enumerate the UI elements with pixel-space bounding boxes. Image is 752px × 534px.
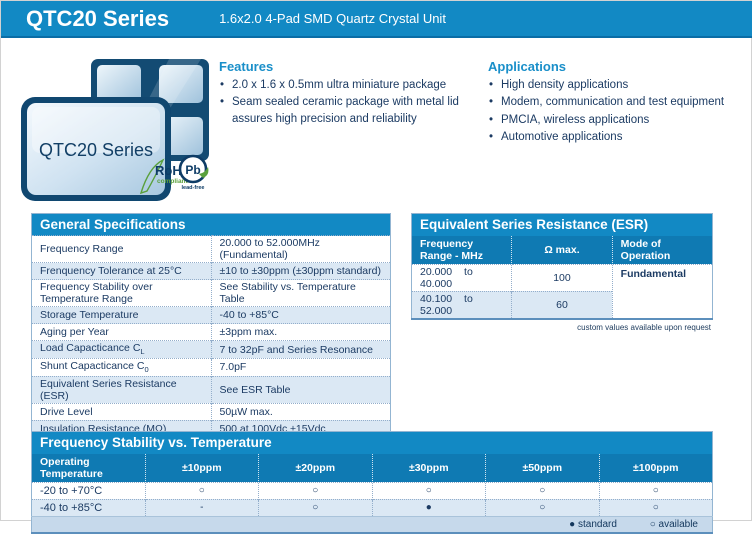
- esr-title: Equivalent Series Resistance (ESR): [411, 213, 713, 236]
- feature-item: 2.0 x 1.6 x 0.5mm ultra miniature packag…: [219, 77, 483, 94]
- esr-mode: Fundamental: [611, 263, 713, 319]
- page-title: QTC20 Series: [26, 5, 170, 31]
- esr-col-mode: Mode of Operation: [611, 235, 713, 264]
- esr-ohm: 100: [511, 263, 613, 291]
- rohs-sublabel: compliant: [157, 178, 189, 185]
- esr-range: 20.000 to 40.000: [411, 263, 512, 291]
- esr-col-frequency-range: Frequency Range - MHz: [411, 235, 512, 264]
- header-bar: QTC20 Series 1.6x2.0 4-Pad SMD Quartz Cr…: [1, 1, 752, 38]
- datasheet-page: QTC20 Series 1.6x2.0 4-Pad SMD Quartz Cr…: [0, 0, 752, 521]
- package-series-label: QTC20 Series: [39, 140, 153, 160]
- applications-list: High density applications Modem, communi…: [488, 77, 748, 146]
- table-row: Storage Temperature -40 to +85°C: [31, 306, 391, 324]
- spec-value: -40 to +85°C: [210, 306, 391, 324]
- spec-value: ±3ppm max.: [210, 323, 391, 341]
- spec-param: Load Capacticance CL: [31, 340, 211, 359]
- esr-column-header-row: Frequency Range - MHz Ω max. Mode of Ope…: [411, 235, 713, 264]
- stability-temp-range: -40 to +85°C: [31, 498, 145, 516]
- pb-sublabel: lead-free: [182, 185, 205, 191]
- features-list: 2.0 x 1.6 x 0.5mm ultra miniature packag…: [219, 77, 483, 127]
- stability-cell: ○: [485, 481, 599, 499]
- spec-param: Storage Temperature: [31, 306, 211, 324]
- frequency-stability-table: Frequency Stability vs. Temperature Oper…: [31, 431, 713, 534]
- stability-legend-row: ● standard ○ available: [31, 515, 713, 533]
- table-row: -20 to +70°C ○ ○ ○ ○ ○: [31, 481, 713, 499]
- table-row: 20.000 to 40.000 100 Fundamental: [411, 263, 713, 319]
- table-row: -40 to +85°C - ○ ● ○ ○: [31, 498, 713, 516]
- table-row: Frenquency Tolerance at 25°C ±10 to ±30p…: [31, 262, 391, 280]
- product-photo: QTC20 Series RoHS compliant Pb lead-free: [19, 57, 211, 203]
- general-specifications-table: General Specifications Frequency Range 2…: [31, 213, 391, 439]
- table-row: Frequency Range 20.000 to 52.000MHz (Fun…: [31, 234, 391, 263]
- stability-cell: ○: [258, 498, 372, 516]
- esr-range: 40.100 to 52.000: [411, 290, 512, 319]
- spec-value: 7 to 32pF and Series Resonance: [210, 340, 391, 359]
- application-item: Modem, communication and test equipment: [488, 94, 748, 111]
- stability-title: Frequency Stability vs. Temperature: [31, 431, 713, 454]
- spec-param: Frequency Stability over Temperature Ran…: [31, 279, 211, 307]
- crystal-package-illustration: QTC20 Series RoHS compliant Pb lead-free: [21, 59, 209, 201]
- spec-value: See ESR Table: [210, 375, 391, 404]
- stability-cell: ○: [258, 481, 372, 499]
- stability-cell: ○: [598, 481, 713, 499]
- spec-param: Shunt Capacticance C0: [31, 357, 211, 377]
- stability-col-30ppm: ±30ppm: [371, 453, 486, 482]
- stability-col-10ppm: ±10ppm: [144, 453, 259, 482]
- spec-param: Equivalent Series Resistance (ESR): [31, 375, 211, 404]
- pb-free-icon: Pb lead-free: [178, 154, 209, 191]
- page-subtitle: 1.6x2.0 4-Pad SMD Quartz Crystal Unit: [219, 11, 446, 26]
- stability-legend: ● standard ○ available: [31, 515, 713, 533]
- table-row: Aging per Year ±3ppm max.: [31, 323, 391, 341]
- esr-ohm: 60: [511, 290, 613, 319]
- stability-cell: ●: [371, 498, 486, 516]
- features-heading: Features: [219, 59, 274, 74]
- esr-section: Equivalent Series Resistance (ESR) Frequ…: [411, 213, 713, 332]
- spec-value: 20.000 to 52.000MHz (Fundamental): [210, 234, 391, 263]
- stability-col-20ppm: ±20ppm: [258, 453, 372, 482]
- stability-cell: ○: [598, 498, 713, 516]
- stability-col-100ppm: ±100ppm: [598, 453, 713, 482]
- stability-cell: ○: [144, 481, 259, 499]
- stability-cell: ○: [485, 498, 599, 516]
- esr-table: Equivalent Series Resistance (ESR) Frequ…: [411, 213, 713, 320]
- esr-col-ohm-max: Ω max.: [511, 235, 613, 264]
- stability-col-50ppm: ±50ppm: [485, 453, 599, 482]
- spec-param: Drive Level: [31, 402, 211, 421]
- pb-label: Pb: [185, 163, 200, 177]
- applications-heading: Applications: [488, 59, 567, 74]
- applications-section: Applications High density applications M…: [488, 59, 748, 146]
- spec-param: Frenquency Tolerance at 25°C: [31, 262, 211, 280]
- general-specifications-title: General Specifications: [31, 213, 391, 236]
- spec-value: See Stability vs. Temperature Table: [210, 279, 391, 307]
- table-row: Drive Level 50µW max.: [31, 402, 391, 421]
- spec-value: ±10 to ±30ppm (±30ppm standard): [210, 262, 391, 280]
- legend-available: ○ available: [649, 518, 698, 530]
- table-row: Equivalent Series Resistance (ESR) See E…: [31, 375, 391, 404]
- application-item: PMCIA, wireless applications: [488, 112, 748, 129]
- stability-cell: ○: [371, 481, 486, 499]
- spec-param: Frequency Range: [31, 234, 211, 263]
- features-section: Features 2.0 x 1.6 x 0.5mm ultra miniatu…: [219, 59, 483, 128]
- feature-item: Seam sealed ceramic package with metal l…: [219, 94, 483, 127]
- table-row: Shunt Capacticance C0 7.0pF: [31, 357, 391, 377]
- spec-value: 7.0pF: [210, 357, 391, 377]
- table-row: 40.100 to 52.000 60: [411, 290, 713, 319]
- application-item: High density applications: [488, 77, 748, 94]
- table-row: Frequency Stability over Temperature Ran…: [31, 279, 391, 307]
- stability-cell: -: [144, 498, 259, 516]
- stability-temp-range: -20 to +70°C: [31, 481, 145, 499]
- spec-param: Aging per Year: [31, 323, 211, 341]
- application-item: Automotive applications: [488, 129, 748, 146]
- stability-column-header-row: Operating Temperature ±10ppm ±20ppm ±30p…: [31, 453, 713, 482]
- stability-col-operating-temperature: Operating Temperature: [31, 453, 145, 482]
- esr-custom-note: custom values available upon request: [577, 322, 711, 332]
- package-front-view: QTC20 Series: [21, 97, 171, 201]
- spec-value: 50µW max.: [210, 402, 391, 421]
- table-row: Load Capacticance CL 7 to 32pF and Serie…: [31, 340, 391, 359]
- legend-standard: ● standard: [569, 518, 617, 530]
